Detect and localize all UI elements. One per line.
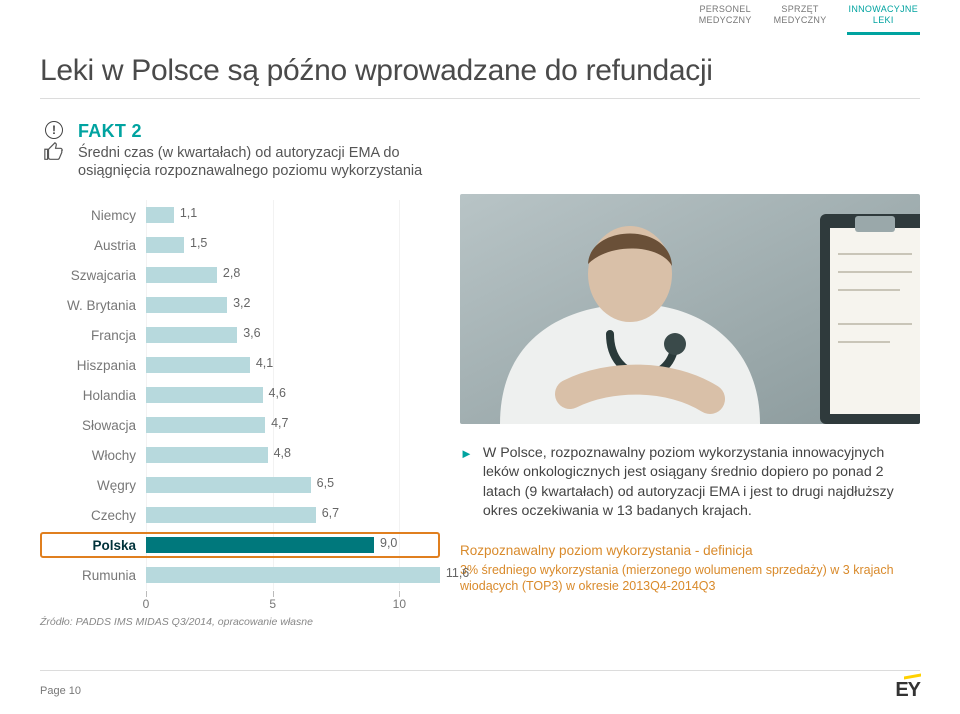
chart-area: Niemcy 1,1 Austria 1,5 Szwajcaria 2,8 W. Bryta… [40, 200, 450, 590]
bar [146, 297, 227, 313]
bar-value: 6,5 [317, 476, 334, 490]
chart-row: Francja 3,6 [40, 320, 450, 350]
bar-value: 4,8 [274, 446, 291, 460]
text-column: ► W Polsce, rozpoznawalny poziom wykorzy… [450, 194, 920, 628]
bar [146, 477, 311, 493]
category-label: Holandia [40, 388, 146, 403]
chart-row: Holandia 4,6 [40, 380, 450, 410]
bar-value: 1,1 [180, 206, 197, 220]
category-label: Czechy [40, 508, 146, 523]
bar [146, 357, 250, 373]
definition-body: 3% średniego wykorzystania (mierzonego w… [460, 562, 920, 595]
footer: Page 10 EY [40, 670, 920, 702]
category-label: Francja [40, 328, 146, 343]
category-label: Austria [40, 238, 146, 253]
chart-row: Węgry 6,5 [40, 470, 450, 500]
photo-doctor [460, 194, 920, 424]
category-label: Szwajcaria [40, 268, 146, 283]
page-title: Leki w Polsce są późno wprowadzane do re… [40, 54, 920, 88]
chart-row: Niemcy 1,1 [40, 200, 450, 230]
bullet-text: W Polsce, rozpoznawalny poziom wykorzyst… [483, 444, 920, 521]
bar [146, 207, 174, 223]
divider [40, 98, 920, 99]
axis-tick-label: 10 [393, 597, 406, 611]
bar [146, 267, 217, 283]
main-content: Niemcy 1,1 Austria 1,5 Szwajcaria 2,8 W. Bryta… [40, 194, 920, 628]
definition-block: Rozpoznawalny poziom wykorzystania - def… [460, 543, 920, 595]
chart-row: Włochy 4,8 [40, 440, 450, 470]
bar-value: 11,6 [446, 566, 469, 580]
page: PERSONEL MEDYCZNY SPRZĘT MEDYCZNY INNOWA… [0, 0, 960, 714]
bar-value: 3,6 [243, 326, 260, 340]
axis-ticks: 0 5 10 [146, 590, 450, 612]
bar-value: 9,0 [380, 536, 397, 550]
category-label: Polska [40, 538, 146, 553]
tab-label-line2: MEDYCZNY [699, 15, 752, 25]
tab-label-line2: LEKI [873, 15, 894, 25]
bar [146, 237, 184, 253]
thumbs-up-icon [43, 141, 65, 163]
category-label: W. Brytania [40, 298, 146, 313]
category-label: Włochy [40, 448, 146, 463]
chart-column: Niemcy 1,1 Austria 1,5 Szwajcaria 2,8 W. Bryta… [40, 194, 450, 628]
chart-row: Szwajcaria 2,8 [40, 260, 450, 290]
fact-label: FAKT 2 [78, 121, 458, 142]
bar-value: 2,8 [223, 266, 240, 280]
bar-chart: Niemcy 1,1 Austria 1,5 Szwajcaria 2,8 W. Bryta… [40, 200, 450, 612]
bar-value: 1,5 [190, 236, 207, 250]
ey-logo-text: EY [895, 679, 920, 701]
chart-row: Słowacja 4,7 [40, 410, 450, 440]
tab-label-line1: SPRZĘT [781, 4, 818, 14]
chart-rows: Niemcy 1,1 Austria 1,5 Szwajcaria 2,8 W. Bryta… [40, 200, 450, 590]
bar [146, 327, 237, 343]
section-tabs: PERSONEL MEDYCZNY SPRZĘT MEDYCZNY INNOWA… [697, 0, 920, 35]
chart-source: Źródło: PADDS IMS MIDAS Q3/2014, opracow… [40, 616, 450, 628]
category-label: Hiszpania [40, 358, 146, 373]
bar-value: 4,6 [269, 386, 286, 400]
bar [146, 537, 374, 553]
category-label: Niemcy [40, 208, 146, 223]
tab-leki[interactable]: INNOWACYJNE LEKI [847, 0, 920, 35]
category-label: Słowacja [40, 418, 146, 433]
exclamation-icon: ! [45, 121, 63, 139]
category-label: Rumunia [40, 568, 146, 583]
bullet-marker-icon: ► [460, 444, 473, 521]
fact-icon: ! [40, 121, 68, 167]
bar [146, 417, 265, 433]
definition-title: Rozpoznawalny poziom wykorzystania - def… [460, 543, 920, 558]
axis-tick-label: 0 [143, 597, 150, 611]
axis-tick-label: 5 [269, 597, 276, 611]
bar [146, 567, 440, 583]
bar-value: 4,7 [271, 416, 288, 430]
bar [146, 507, 316, 523]
tab-label-line1: INNOWACYJNE [849, 4, 918, 14]
bar-value: 6,7 [322, 506, 339, 520]
bar-value: 3,2 [233, 296, 250, 310]
tab-sprzet[interactable]: SPRZĘT MEDYCZNY [772, 0, 829, 35]
bar [146, 447, 268, 463]
fact-text: FAKT 2 Średni czas (w kwartałach) od aut… [78, 121, 458, 180]
x-axis: 0 5 10 [40, 590, 450, 612]
tab-label-line2: MEDYCZNY [774, 15, 827, 25]
chart-row: W. Brytania 3,2 [40, 290, 450, 320]
chart-row: Austria 1,5 [40, 230, 450, 260]
chart-row: Czechy 6,7 [40, 500, 450, 530]
category-label: Węgry [40, 478, 146, 493]
chart-row: Polska 9,0 [40, 530, 450, 560]
tab-personel[interactable]: PERSONEL MEDYCZNY [697, 0, 754, 35]
ey-logo: EY [895, 679, 920, 702]
page-number: Page 10 [40, 685, 81, 697]
fact-description: Średni czas (w kwartałach) od autoryzacj… [78, 144, 458, 180]
bullet-point: ► W Polsce, rozpoznawalny poziom wykorzy… [460, 444, 920, 521]
tab-label-line1: PERSONEL [699, 4, 750, 14]
chart-row: Rumunia11,6 [40, 560, 450, 590]
bar-value: 4,1 [256, 356, 273, 370]
fact-block: ! FAKT 2 Średni czas (w kwartałach) od a… [40, 121, 920, 180]
bar [146, 387, 263, 403]
chart-row: Hiszpania 4,1 [40, 350, 450, 380]
